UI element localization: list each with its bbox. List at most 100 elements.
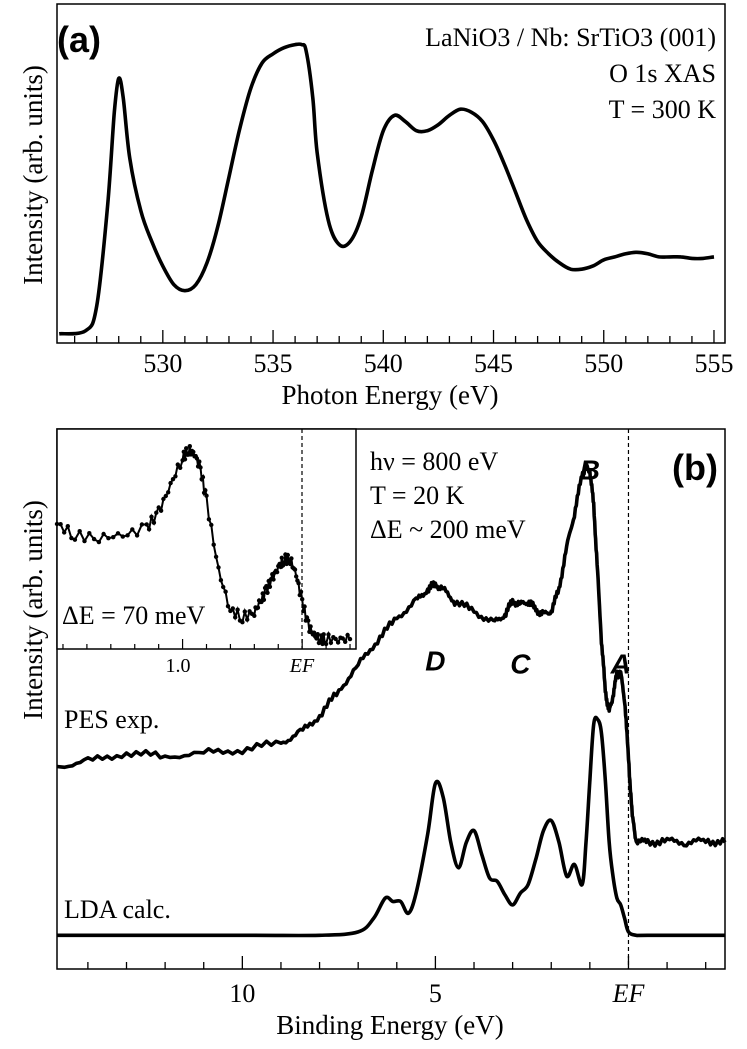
inset-data-point [271, 577, 276, 582]
inset-data-point [184, 446, 189, 451]
inset-data-point [149, 514, 154, 519]
peak-label-a: A [610, 649, 631, 680]
inset-data-point [54, 521, 60, 527]
panel-a-y-label: Intensity (arb. units) [18, 65, 48, 285]
inset-data-point [69, 535, 74, 541]
inset-data-point [154, 510, 159, 515]
inset-data-point [96, 539, 102, 545]
inset-data-point [211, 542, 216, 547]
peak-label-b: B [580, 455, 600, 486]
inset-data-point [255, 605, 261, 610]
inset-tick-label-ef: EF [289, 655, 315, 677]
panel-b-tick-label: 10 [229, 979, 255, 1008]
inset-data-point [173, 474, 178, 479]
inset-data-point [301, 608, 306, 614]
inset: ΔE = 70 meV 1.0 EF [54, 428, 357, 677]
panel-a-tick-label: 535 [254, 349, 293, 378]
panel-a-x-ticks: 530 535 540 545 550 555 [73, 330, 733, 378]
inset-data-point [345, 632, 350, 638]
panel-b: 10 5 EF (b) hν = 800 eV T = 20 K ΔE ~ 200 … [18, 428, 727, 1040]
inset-data-point [197, 459, 202, 464]
panel-a-frame [56, 3, 726, 344]
inset-data-point [146, 527, 152, 532]
inset-data-point [326, 632, 331, 637]
panel-a: 530 535 540 545 550 555 (a) LaNiO3 / Nb: SrTi… [18, 3, 733, 410]
inset-data-point [245, 617, 250, 622]
inset-data-point [134, 533, 140, 538]
inset-data-point [194, 456, 200, 461]
inset-data-point [209, 522, 214, 528]
inset-data-point [182, 457, 188, 462]
panel-a-x-label: Photon Energy (eV) [282, 380, 499, 410]
panel-b-title-line-1: hν = 800 eV [370, 447, 498, 476]
inset-data-point [161, 496, 166, 502]
panel-b-title-line-2: T = 20 K [370, 481, 465, 510]
inset-data-point [61, 530, 67, 535]
inset-data-point [252, 613, 257, 618]
inset-data-point [233, 615, 238, 620]
inset-data-point [200, 474, 206, 480]
inset-data-point [191, 449, 196, 455]
inset-data-point [144, 522, 149, 527]
inset-data-point [221, 584, 226, 590]
inset-data-point [264, 584, 269, 589]
peak-label-c: C [510, 649, 531, 680]
inset-data-point [302, 604, 307, 609]
inset-data-point [223, 589, 228, 594]
panel-a-tick-label: 550 [584, 349, 623, 378]
inset-data-point [156, 505, 161, 510]
inset-data-point [178, 465, 183, 470]
inset-data-point [296, 581, 301, 586]
panel-b-lda-line [56, 715, 725, 938]
inset-data-point [340, 636, 345, 641]
panel-b-y-label: Intensity (arb. units) [18, 500, 48, 720]
inset-data-point [328, 640, 334, 645]
inset-data-point [163, 493, 168, 499]
inset-data-point [166, 490, 171, 495]
inset-tick-label-1: 1.0 [166, 655, 191, 677]
inset-data-point [288, 561, 293, 567]
inset-data-point [260, 591, 265, 596]
inset-data-point [151, 520, 157, 525]
inset-data-point [321, 632, 326, 637]
inset-data-point [72, 537, 78, 542]
inset-data-point [101, 531, 106, 537]
panel-b-x-ticks: 10 5 EF [87, 956, 707, 1008]
panel-a-title-line-2: O 1s XAS [609, 59, 716, 88]
inset-data-point [300, 597, 305, 602]
peak-label-d: D [425, 645, 445, 676]
panel-b-frame [56, 428, 726, 970]
inset-data-point [311, 630, 317, 635]
inset-data-point [267, 584, 273, 589]
inset-data-point [65, 524, 71, 529]
inset-data-point [333, 636, 338, 642]
inset-data-point [292, 567, 298, 572]
panel-a-tick-label: 545 [474, 349, 513, 378]
inset-data-point [168, 480, 173, 486]
panel-a-tick-label: 555 [694, 349, 733, 378]
inset-data-point [82, 538, 87, 544]
inset-data-point [315, 632, 320, 637]
inset-data-point [106, 536, 111, 541]
inset-data-point [306, 618, 311, 623]
inset-data-point [206, 517, 212, 522]
panel-a-label: (a) [57, 19, 101, 60]
panel-b-x-label: Binding Energy (eV) [276, 1010, 503, 1040]
inset-data-point [298, 589, 304, 594]
inset-data-point [216, 565, 221, 570]
panel-b-tick-label: 5 [429, 979, 442, 1008]
panel-b-title-line-3: ΔE ~ 200 meV [370, 515, 526, 544]
inset-data-point [175, 462, 180, 467]
inset-data-point [130, 527, 135, 532]
inset-data-point [265, 590, 270, 595]
inset-data-point [343, 639, 348, 644]
inset-data-point [120, 534, 126, 539]
panel-b-pes-line [56, 461, 727, 848]
inset-data-point [139, 522, 145, 527]
inset-resolution-label: ΔE = 70 meV [62, 601, 206, 630]
panel-a-tick-label: 530 [143, 349, 182, 378]
inset-data-point [170, 477, 176, 482]
panel-a-xas-line [58, 42, 715, 336]
inset-data-point [58, 522, 63, 527]
